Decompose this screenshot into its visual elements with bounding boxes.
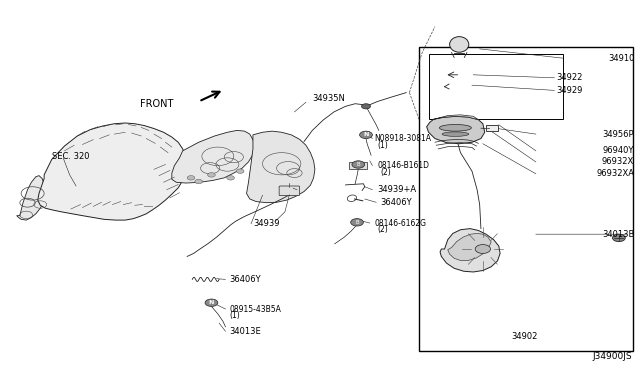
Text: 34935N: 34935N <box>312 94 345 103</box>
Text: 34929: 34929 <box>556 86 582 95</box>
Bar <box>419 47 633 351</box>
Text: 34013E: 34013E <box>229 327 261 336</box>
Text: 08146-B161D: 08146-B161D <box>378 161 429 170</box>
Circle shape <box>351 219 364 226</box>
Ellipse shape <box>450 37 468 52</box>
Bar <box>349 161 367 169</box>
Text: 34902: 34902 <box>511 331 538 341</box>
Text: N: N <box>364 132 369 137</box>
Text: N08918-3081A: N08918-3081A <box>374 134 431 143</box>
Text: 08915-43B5A: 08915-43B5A <box>229 305 281 314</box>
Text: 34956P: 34956P <box>603 129 634 139</box>
Ellipse shape <box>440 125 471 131</box>
Text: FRONT: FRONT <box>140 99 173 109</box>
Polygon shape <box>440 229 500 272</box>
Circle shape <box>362 104 371 109</box>
Text: 96932X: 96932X <box>602 157 634 166</box>
Circle shape <box>475 244 490 253</box>
Text: 34910: 34910 <box>608 54 634 62</box>
Bar <box>486 125 497 131</box>
Circle shape <box>195 179 202 184</box>
Text: 34939: 34939 <box>253 219 280 228</box>
Circle shape <box>612 234 625 241</box>
Text: B: B <box>355 220 359 225</box>
Polygon shape <box>172 131 255 183</box>
Text: (2): (2) <box>378 225 388 234</box>
FancyBboxPatch shape <box>279 186 300 196</box>
Text: (2): (2) <box>381 168 392 177</box>
Circle shape <box>205 299 218 307</box>
Polygon shape <box>448 234 491 260</box>
Text: (1): (1) <box>378 141 388 150</box>
Polygon shape <box>246 131 315 203</box>
Text: SEC. 320: SEC. 320 <box>52 152 90 161</box>
Text: 36406Y: 36406Y <box>381 198 412 207</box>
Circle shape <box>207 173 215 177</box>
Bar <box>429 54 563 119</box>
Polygon shape <box>427 116 484 144</box>
Polygon shape <box>434 115 478 120</box>
Text: 08146-6162G: 08146-6162G <box>374 219 426 228</box>
Text: N: N <box>209 300 214 305</box>
Text: J34900JS: J34900JS <box>592 352 632 361</box>
Polygon shape <box>38 123 187 220</box>
Ellipse shape <box>442 132 468 137</box>
Circle shape <box>187 176 195 180</box>
Polygon shape <box>17 176 45 220</box>
Text: 34013B: 34013B <box>602 230 634 239</box>
Circle shape <box>352 161 365 168</box>
Text: 34922: 34922 <box>556 73 582 82</box>
Circle shape <box>236 169 244 173</box>
Circle shape <box>360 131 372 138</box>
Text: 36406Y: 36406Y <box>229 275 261 284</box>
Text: (1): (1) <box>229 311 240 320</box>
Text: 96940Y: 96940Y <box>603 146 634 155</box>
Text: 34939+A: 34939+A <box>378 185 417 194</box>
Circle shape <box>227 176 234 180</box>
Text: B: B <box>356 162 360 167</box>
Text: 96932XA: 96932XA <box>596 169 634 178</box>
